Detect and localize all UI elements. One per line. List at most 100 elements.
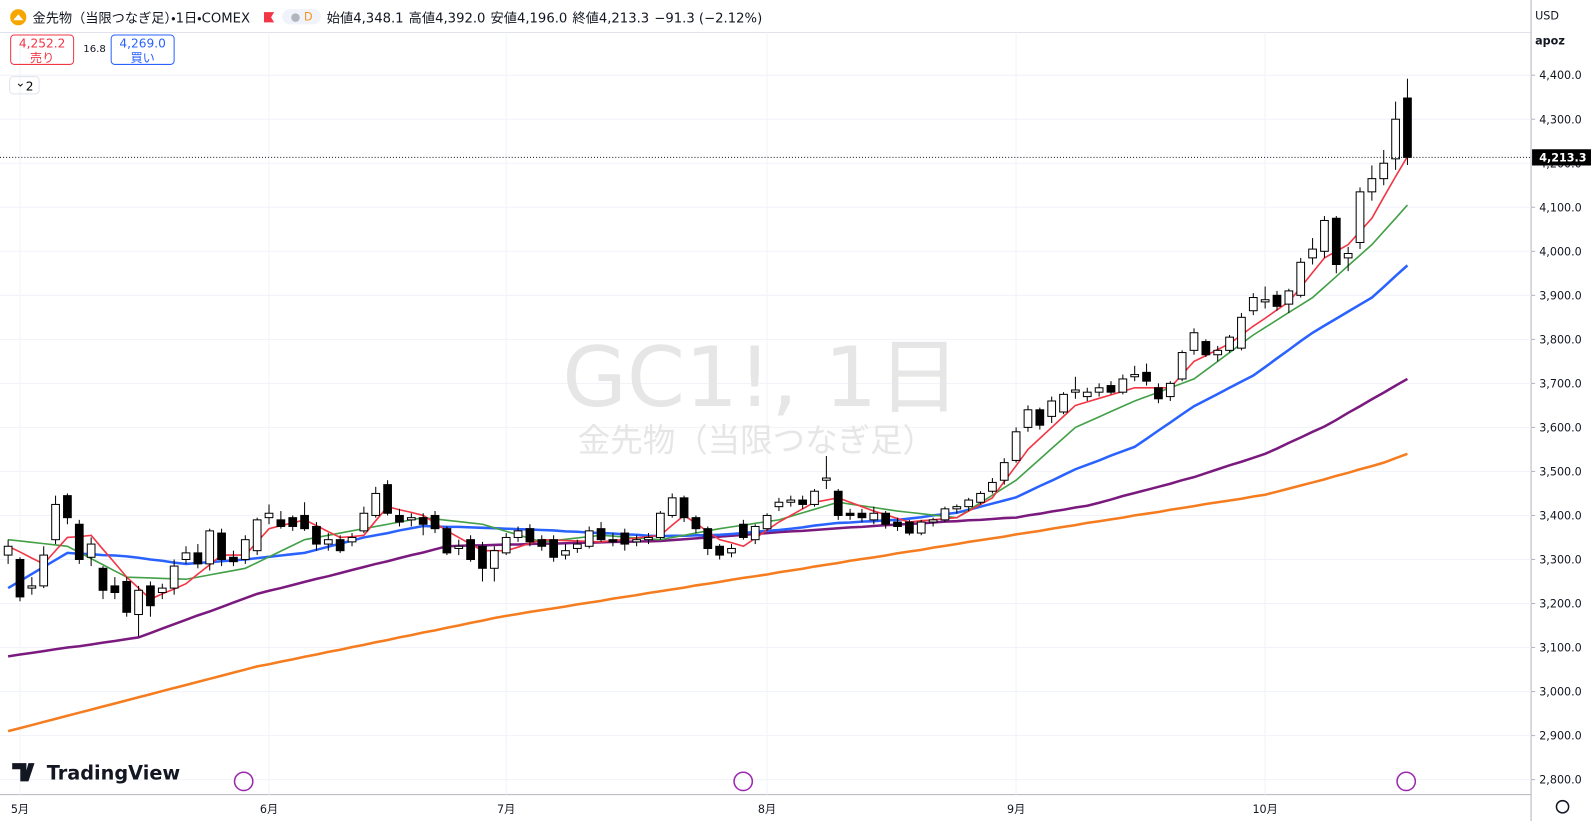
candle (1355, 187, 1365, 250)
ohlc-label: 高値 (408, 11, 436, 27)
candle-body (976, 492, 985, 503)
candle (525, 524, 535, 547)
candle-body (1142, 371, 1151, 382)
candle (3, 539, 13, 564)
candle (1237, 312, 1246, 351)
candle (1260, 286, 1270, 309)
watermark-symbol: GC1!, 1日 (562, 329, 960, 426)
ohlc-value: 4,348.1 (353, 11, 404, 27)
candle-body (3, 545, 13, 556)
flag-icon[interactable] (262, 10, 276, 24)
candle (691, 515, 701, 534)
event-icon[interactable] (1396, 771, 1417, 792)
candle (240, 535, 250, 564)
candle (1320, 216, 1329, 258)
candle (1082, 387, 1092, 401)
candle (644, 533, 653, 545)
candle-body (122, 580, 132, 613)
candle-body (952, 506, 962, 510)
candle-body (430, 514, 440, 530)
candle-body (1403, 97, 1412, 158)
sell-button[interactable]: 4,252.2 売り (10, 34, 75, 65)
ohlc-value: 4,196.0 (516, 11, 568, 27)
candle-body (157, 587, 167, 594)
candle-body (1177, 352, 1187, 380)
interval-badge[interactable]: ● D (282, 9, 321, 25)
y-tick-label: 3,000.0 (1539, 686, 1582, 699)
buy-price: 4,269.0 (119, 36, 166, 51)
event-icon[interactable] (733, 771, 754, 792)
candle-body (312, 525, 321, 545)
event-icon[interactable] (233, 771, 254, 792)
candle (881, 511, 891, 529)
candle (964, 497, 974, 512)
scale-mode[interactable]: apoz (1535, 34, 1565, 48)
candle (893, 517, 902, 531)
y-tick-label: 3,400.0 (1539, 510, 1582, 523)
candle-body (999, 462, 1009, 481)
candle-body (74, 523, 84, 560)
y-tick-label: 3,100.0 (1539, 642, 1582, 655)
candle-body (134, 589, 143, 616)
candle-body (489, 550, 499, 569)
candle-body (1331, 217, 1341, 266)
y-tick-label: 3,700.0 (1539, 377, 1582, 390)
ma-line (7, 452, 1408, 733)
candle-body (466, 539, 475, 560)
last-price-label: 4,213.3 (1539, 151, 1586, 164)
candle (169, 559, 179, 595)
candle (810, 489, 819, 507)
candle (1391, 101, 1400, 170)
candle (478, 541, 487, 582)
currency[interactable]: USD (1535, 9, 1560, 23)
settings-icon[interactable] (1555, 799, 1570, 814)
candle-body (1023, 409, 1033, 428)
candle (264, 504, 274, 525)
candle (359, 506, 369, 534)
candle-body (1094, 387, 1104, 393)
candle-body (98, 567, 108, 591)
candle (727, 544, 736, 558)
ohlc-legend: 始値4,348.1 高値4,392.0 安値4,196.0 終値4,213.3 −91.… (327, 7, 762, 26)
indicators-toggle[interactable]: 2 (9, 73, 40, 95)
candle-body (418, 517, 428, 525)
y-tick-label: 3,300.0 (1539, 554, 1582, 567)
candle-body (774, 501, 784, 508)
candle (418, 513, 428, 536)
candle-body (1355, 191, 1365, 243)
buy-label: 買い (130, 50, 155, 65)
candle (1154, 383, 1163, 404)
candle-body (928, 519, 938, 523)
candle-body (1308, 248, 1317, 259)
candle-body (703, 528, 713, 549)
candle (217, 528, 226, 567)
ohlc-label: 終値 (572, 11, 599, 27)
candle-body (229, 556, 238, 563)
x-tick-label: 6月 (260, 803, 278, 816)
symbol-title[interactable]: 金先物（当限つなぎ足）・1日・COMEX (32, 11, 251, 27)
candle (323, 533, 333, 551)
candle (1308, 238, 1317, 265)
buy-button[interactable]: 4,269.0 買い (110, 34, 175, 65)
candle (1248, 293, 1258, 316)
candle-body (383, 484, 392, 514)
candle (869, 506, 879, 525)
candle (1023, 405, 1033, 432)
candle (1165, 381, 1175, 401)
candle (193, 544, 203, 569)
candle-body (537, 539, 547, 547)
candle-body (988, 481, 997, 492)
candle-body (1011, 431, 1021, 461)
candle-body (715, 545, 725, 556)
candle-body (549, 539, 558, 558)
candle (1059, 392, 1068, 415)
candle-body (1154, 387, 1163, 400)
candle (276, 511, 286, 529)
y-tick-label: 3,500.0 (1539, 465, 1582, 478)
candle (608, 533, 618, 547)
candle-body (442, 528, 452, 554)
candle (762, 513, 772, 531)
candle-body (1272, 294, 1282, 307)
spread: 16.8 (83, 43, 106, 55)
candle (347, 533, 357, 547)
